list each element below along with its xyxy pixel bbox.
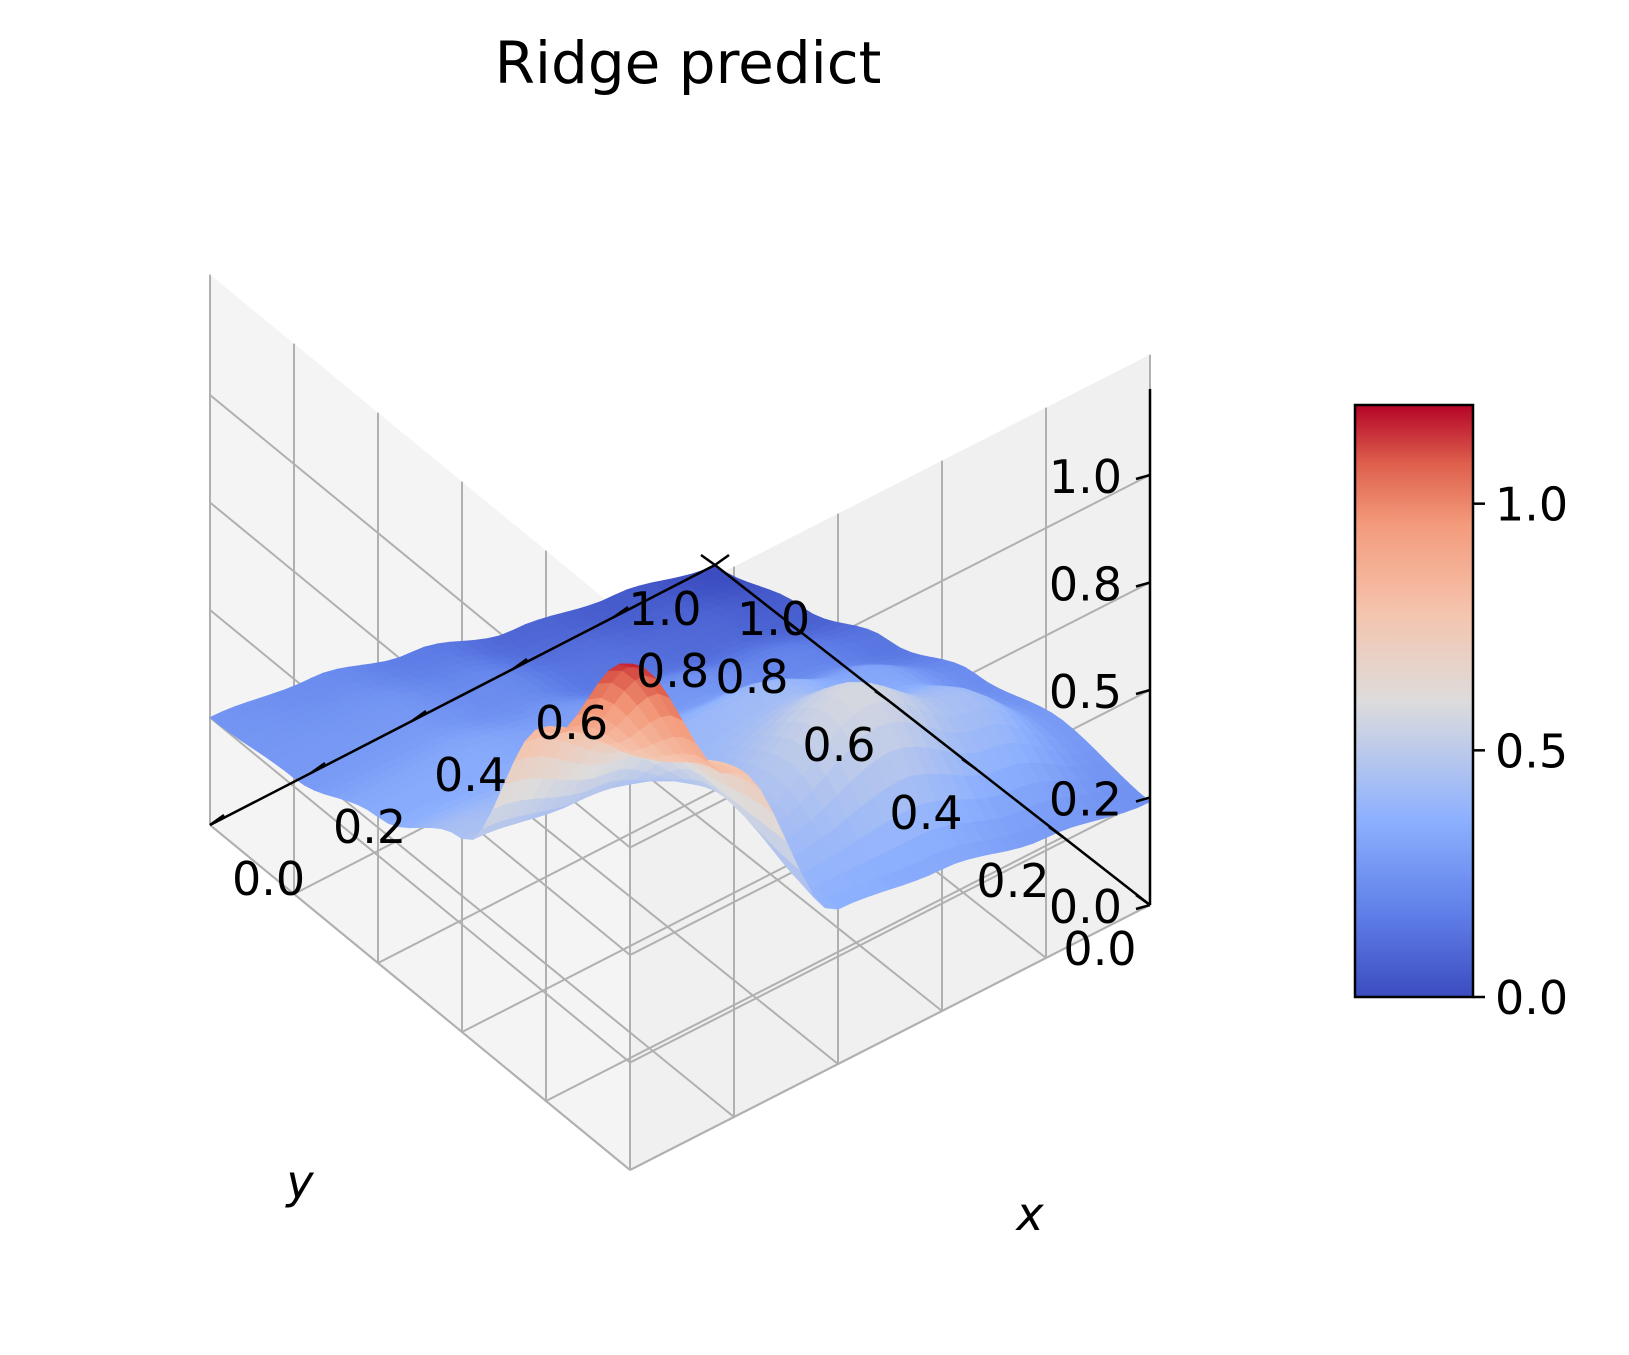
grid-line [629,904,1151,1171]
y-tick-mark [1135,893,1151,907]
x-tick-label: 0.6 [535,696,608,750]
x-axis-label: x [1014,1187,1044,1241]
x-tick-mark [512,657,528,671]
x-tick-label: 0.0 [232,852,305,906]
x-tick-mark [310,761,326,775]
z-tick-mark [1135,581,1151,588]
y-tick-label: 0.4 [889,786,962,840]
x-axis-line [209,563,716,827]
y-tick-mark [961,757,977,771]
y-tick-label: 0.8 [715,650,788,704]
y-tick-mark [1048,825,1064,839]
y-tick-label: 1.0 [628,582,701,636]
y-tick-label: 0.2 [976,854,1049,908]
x-tick-mark [613,605,629,619]
x-tick-label: 1.0 [737,592,810,646]
y-axis-label: y [284,1155,314,1209]
colorbar-tick-label: 1.0 [1495,478,1568,532]
chart-title: Ridge predict [495,29,882,97]
colorbar-tick-label: 0.0 [1495,971,1568,1025]
colorbar: 0.0 0.5 1.0 [1353,403,1568,1025]
y-tick-mark [700,553,716,567]
y-axis-line [714,564,1151,906]
y-tick-label: 0.0 [1063,922,1136,976]
y-tick-mark [787,621,803,635]
z-tick-label: 0.2 [1049,773,1122,827]
x-tick-label: 0.4 [434,748,507,802]
grid-line [545,836,1064,1102]
z-tick-mark [1135,473,1151,481]
x-tick-label: 0.8 [636,644,709,698]
grid-line [209,824,631,1171]
z-tick-label: 0.5 [1049,665,1122,719]
x-tick-label: 0.2 [333,800,406,854]
colorbar-gradient [1353,403,1475,999]
z-tick-mark [1135,903,1151,911]
tick-labels: 0.00.20.40.60.81.00.00.20.40.60.81.00.00… [209,450,1151,976]
z-tick-label: 0.8 [1049,558,1122,612]
z-tick-mark [1135,688,1151,696]
z-tick-label: 1.0 [1049,450,1122,504]
grid-line [629,796,1151,1064]
y-tick-label: 0.6 [802,718,875,772]
y-tick-mark [874,689,890,703]
x-tick-mark [714,553,730,567]
grid-line [310,772,735,1118]
x-tick-mark [411,709,427,723]
z-tick-mark [1135,796,1151,803]
grid-line [209,716,631,1064]
z-tick-label: 0.0 [1049,880,1122,934]
colorbar-tick-label: 0.5 [1495,724,1568,778]
surface-patch [619,663,644,668]
surface-plot [209,564,1151,910]
x-tick-mark [209,813,225,827]
